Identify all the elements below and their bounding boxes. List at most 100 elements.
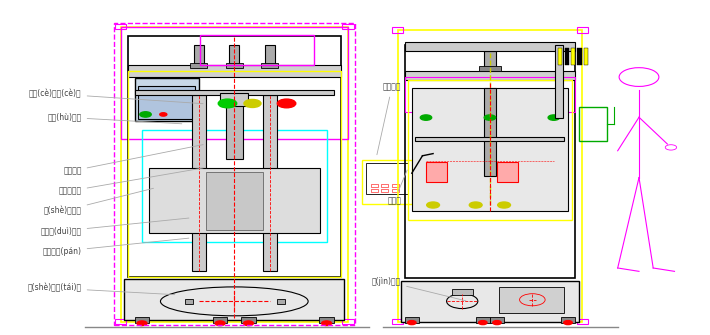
Bar xyxy=(128,36,341,277)
Bar xyxy=(415,137,564,141)
Bar xyxy=(115,24,126,29)
Bar xyxy=(261,63,278,68)
Bar xyxy=(392,184,399,187)
Circle shape xyxy=(484,115,496,120)
Text: 設(shè)備臺(tái)架: 設(shè)備臺(tái)架 xyxy=(28,283,175,295)
Bar xyxy=(206,172,263,230)
Text: 操作面板: 操作面板 xyxy=(377,83,401,155)
Bar xyxy=(138,86,195,120)
Text: 渠測(cè)檢測(cè)儀: 渠測(cè)檢測(cè)儀 xyxy=(29,89,203,104)
Circle shape xyxy=(469,202,482,208)
Bar xyxy=(426,161,447,182)
Bar xyxy=(405,317,419,323)
Text: 頂面壓緊桿: 頂面壓緊桿 xyxy=(58,168,203,195)
Bar xyxy=(452,289,473,295)
Bar xyxy=(192,94,206,271)
Bar xyxy=(392,189,399,192)
Bar xyxy=(226,63,243,68)
Bar xyxy=(115,319,126,324)
Bar xyxy=(121,27,348,139)
Bar xyxy=(392,319,403,324)
Bar xyxy=(200,35,314,65)
Bar xyxy=(408,80,572,220)
Circle shape xyxy=(218,99,236,108)
Bar xyxy=(124,279,344,320)
Bar xyxy=(128,65,341,77)
Bar xyxy=(128,71,341,277)
Circle shape xyxy=(493,321,501,325)
Bar xyxy=(571,48,575,65)
Bar xyxy=(320,317,334,323)
Text: 頂面夾具: 頂面夾具 xyxy=(63,145,203,175)
Bar xyxy=(185,299,193,304)
Text: 防護(hù)罩材: 防護(hù)罩材 xyxy=(48,113,182,124)
Bar xyxy=(342,319,354,324)
Bar xyxy=(194,45,204,65)
Circle shape xyxy=(215,321,225,326)
Bar xyxy=(405,77,575,112)
Circle shape xyxy=(137,321,147,326)
Bar xyxy=(371,184,378,187)
Circle shape xyxy=(420,115,432,120)
Bar xyxy=(229,45,239,65)
Bar xyxy=(577,319,588,324)
Bar xyxy=(401,281,579,322)
Bar xyxy=(577,27,588,33)
Bar xyxy=(135,78,199,121)
Bar xyxy=(405,71,575,80)
Bar xyxy=(121,27,348,322)
Bar xyxy=(265,45,275,65)
Text: 送料托盤(pán): 送料托盤(pán) xyxy=(43,238,189,256)
Bar xyxy=(277,299,285,304)
Bar xyxy=(584,48,588,65)
Circle shape xyxy=(160,113,167,116)
Bar xyxy=(371,189,378,192)
Bar xyxy=(561,317,575,323)
Bar xyxy=(220,93,248,107)
Bar xyxy=(484,51,496,68)
Bar xyxy=(135,89,334,94)
Bar xyxy=(555,45,563,118)
Bar xyxy=(405,45,575,278)
Bar xyxy=(564,48,569,65)
Bar xyxy=(392,27,403,33)
Bar xyxy=(213,317,227,323)
Circle shape xyxy=(564,321,572,325)
Bar xyxy=(381,184,388,187)
Circle shape xyxy=(427,202,439,208)
Circle shape xyxy=(322,321,332,326)
Circle shape xyxy=(479,321,487,325)
Bar xyxy=(490,317,504,323)
Text: 進(jìn)氣嘴: 進(jìn)氣嘴 xyxy=(372,277,466,301)
Text: 設(shè)備立柱: 設(shè)備立柱 xyxy=(43,188,153,216)
Circle shape xyxy=(548,115,559,120)
Text: 電氣柜: 電氣柜 xyxy=(387,170,407,205)
Bar xyxy=(476,317,490,323)
Bar xyxy=(479,66,501,71)
Bar xyxy=(577,48,581,65)
Bar xyxy=(366,163,408,194)
Circle shape xyxy=(408,321,416,325)
Bar xyxy=(190,63,207,68)
Bar xyxy=(484,88,496,176)
Bar xyxy=(405,42,575,51)
Bar xyxy=(342,24,354,29)
Bar xyxy=(412,88,568,211)
Bar xyxy=(362,160,412,204)
Bar xyxy=(558,48,562,65)
Bar xyxy=(114,23,355,325)
Bar xyxy=(579,108,607,141)
Bar xyxy=(381,189,388,192)
Bar xyxy=(142,130,327,242)
Bar xyxy=(263,94,277,271)
Bar xyxy=(135,317,149,323)
Circle shape xyxy=(278,99,296,108)
Bar xyxy=(226,94,243,159)
Text: 底座對(duì)接板: 底座對(duì)接板 xyxy=(40,218,189,236)
Bar xyxy=(149,168,320,233)
Bar xyxy=(241,317,256,323)
Circle shape xyxy=(244,321,253,326)
Bar xyxy=(398,30,582,322)
Circle shape xyxy=(140,112,151,117)
Bar xyxy=(499,287,564,313)
